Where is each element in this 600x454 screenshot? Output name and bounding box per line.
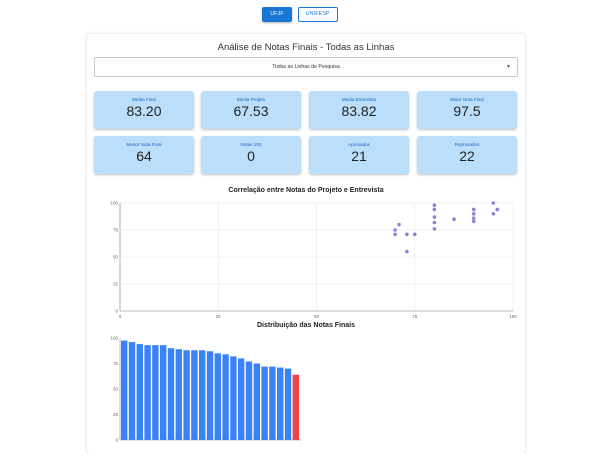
y-tick-label: 100 [110,336,118,341]
stat-value: 22 [459,148,475,164]
scatter-point [495,207,500,212]
bar [206,351,214,440]
stat-card-media-final: Media Final 83.20 [94,91,194,129]
stat-label: Menor Nota Final [126,142,162,147]
stat-value: 67.53 [233,103,269,119]
scatter-point [452,217,456,221]
analysis-panel: Análise de Notas Finais - Todas as Linha… [87,34,525,454]
bar [121,340,128,440]
scatter-point [432,227,437,231]
bar [160,345,167,440]
bar [128,342,136,440]
bar [269,366,276,440]
bar [277,367,284,440]
bar [136,344,143,440]
stat-card-menor-nota: Menor Nota Final 64 [94,136,194,174]
unifesp-button[interactable]: UNIFESP [297,7,338,22]
bar [284,368,292,440]
x-tick-label: 0 [119,314,122,319]
scatter-point [393,228,397,232]
y-tick-label: 50 [113,387,119,392]
bar [261,366,268,440]
y-tick-label: 75 [113,361,119,366]
y-tick-label: 75 [113,228,119,233]
scatter-point [471,219,476,224]
bar [199,350,206,440]
scatter-point [471,212,476,216]
scatter-point [471,216,476,220]
y-tick-label: 25 [113,282,119,287]
scatter-point [412,232,417,237]
bar [238,358,245,440]
stat-value: 21 [351,148,367,164]
stat-value: 83.20 [126,103,162,119]
stat-label: Reprovados [454,142,480,147]
scatter-point [491,212,496,216]
stat-label: Media Entrevista [341,97,377,102]
stat-label: Maior Nota Final [450,97,484,102]
stat-label: Media Projeto [236,97,266,102]
bar [222,354,229,440]
stat-card-aprovados: Aprovados 21 [309,136,409,174]
scatter-point [432,203,437,207]
bar [183,350,190,440]
y-tick-label: 100 [110,201,118,206]
stat-value: 0 [247,148,255,164]
bar-chart: 0 25 50 75 100 [110,336,302,443]
scatter-point [393,232,397,237]
scatter-chart: 0 25 50 75 100 0 25 50 75 100 [110,201,517,320]
scatter-point [432,207,437,212]
bar [144,345,151,440]
scatter-point [405,232,409,237]
page-title: Análise de Notas Finais - Todas as Linha… [217,42,395,53]
scatter-point [491,201,496,205]
stat-card-maior-nota: Maior Nota Final 97.5 [417,91,517,129]
bar [230,356,237,440]
x-tick-label: 75 [412,314,418,319]
stat-label: Aprovados [348,142,370,147]
bar [167,348,175,440]
stat-card-reprovados: Reprovados 22 [417,136,517,174]
y-tick-label: 50 [113,255,119,260]
stat-value: 64 [136,148,152,164]
stat-card-media-entrevista: Media Entrevista 83.82 [309,91,409,129]
stat-card-media-projeto: Media Projeto 67.53 [201,91,301,129]
bar [152,345,159,440]
y-tick-label: 0 [115,309,118,314]
scatter-chart-title: Correlação entre Notas do Projeto e Entr… [228,187,384,194]
scatter-point [432,215,437,219]
bar [292,374,299,440]
school-switcher: UFJF UNIFESP [0,7,600,22]
scatter-point [432,220,437,225]
bar-chart-title: Distribuição das Notas Finais [256,322,356,329]
ufjf-button[interactable]: UFJF [262,7,292,22]
stat-card-notas-100: Notas 100 0 [201,136,301,174]
x-tick-label: 100 [509,314,517,319]
chevron-down-icon: ▼ [506,64,511,70]
scatter-point [405,249,409,254]
stat-label: Notas 100 [240,142,262,147]
research-line-select-value: Todas as Linhas de Pesquisa [272,64,340,70]
x-tick-label: 50 [314,314,320,319]
bar [191,350,198,440]
research-line-select[interactable]: Todas as Linhas de Pesquisa ▼ [94,57,518,77]
bar [175,349,182,440]
x-tick-label: 25 [216,314,222,319]
y-tick-label: 0 [115,438,118,443]
stat-value: 83.82 [341,103,377,119]
y-tick-label: 25 [113,412,119,417]
stat-value: 97.5 [453,103,481,119]
bar [214,353,221,440]
bar [245,361,253,440]
scatter-point [397,222,401,227]
stat-label: Media Final [132,97,156,102]
bar [253,363,260,440]
scatter-point [471,207,476,212]
